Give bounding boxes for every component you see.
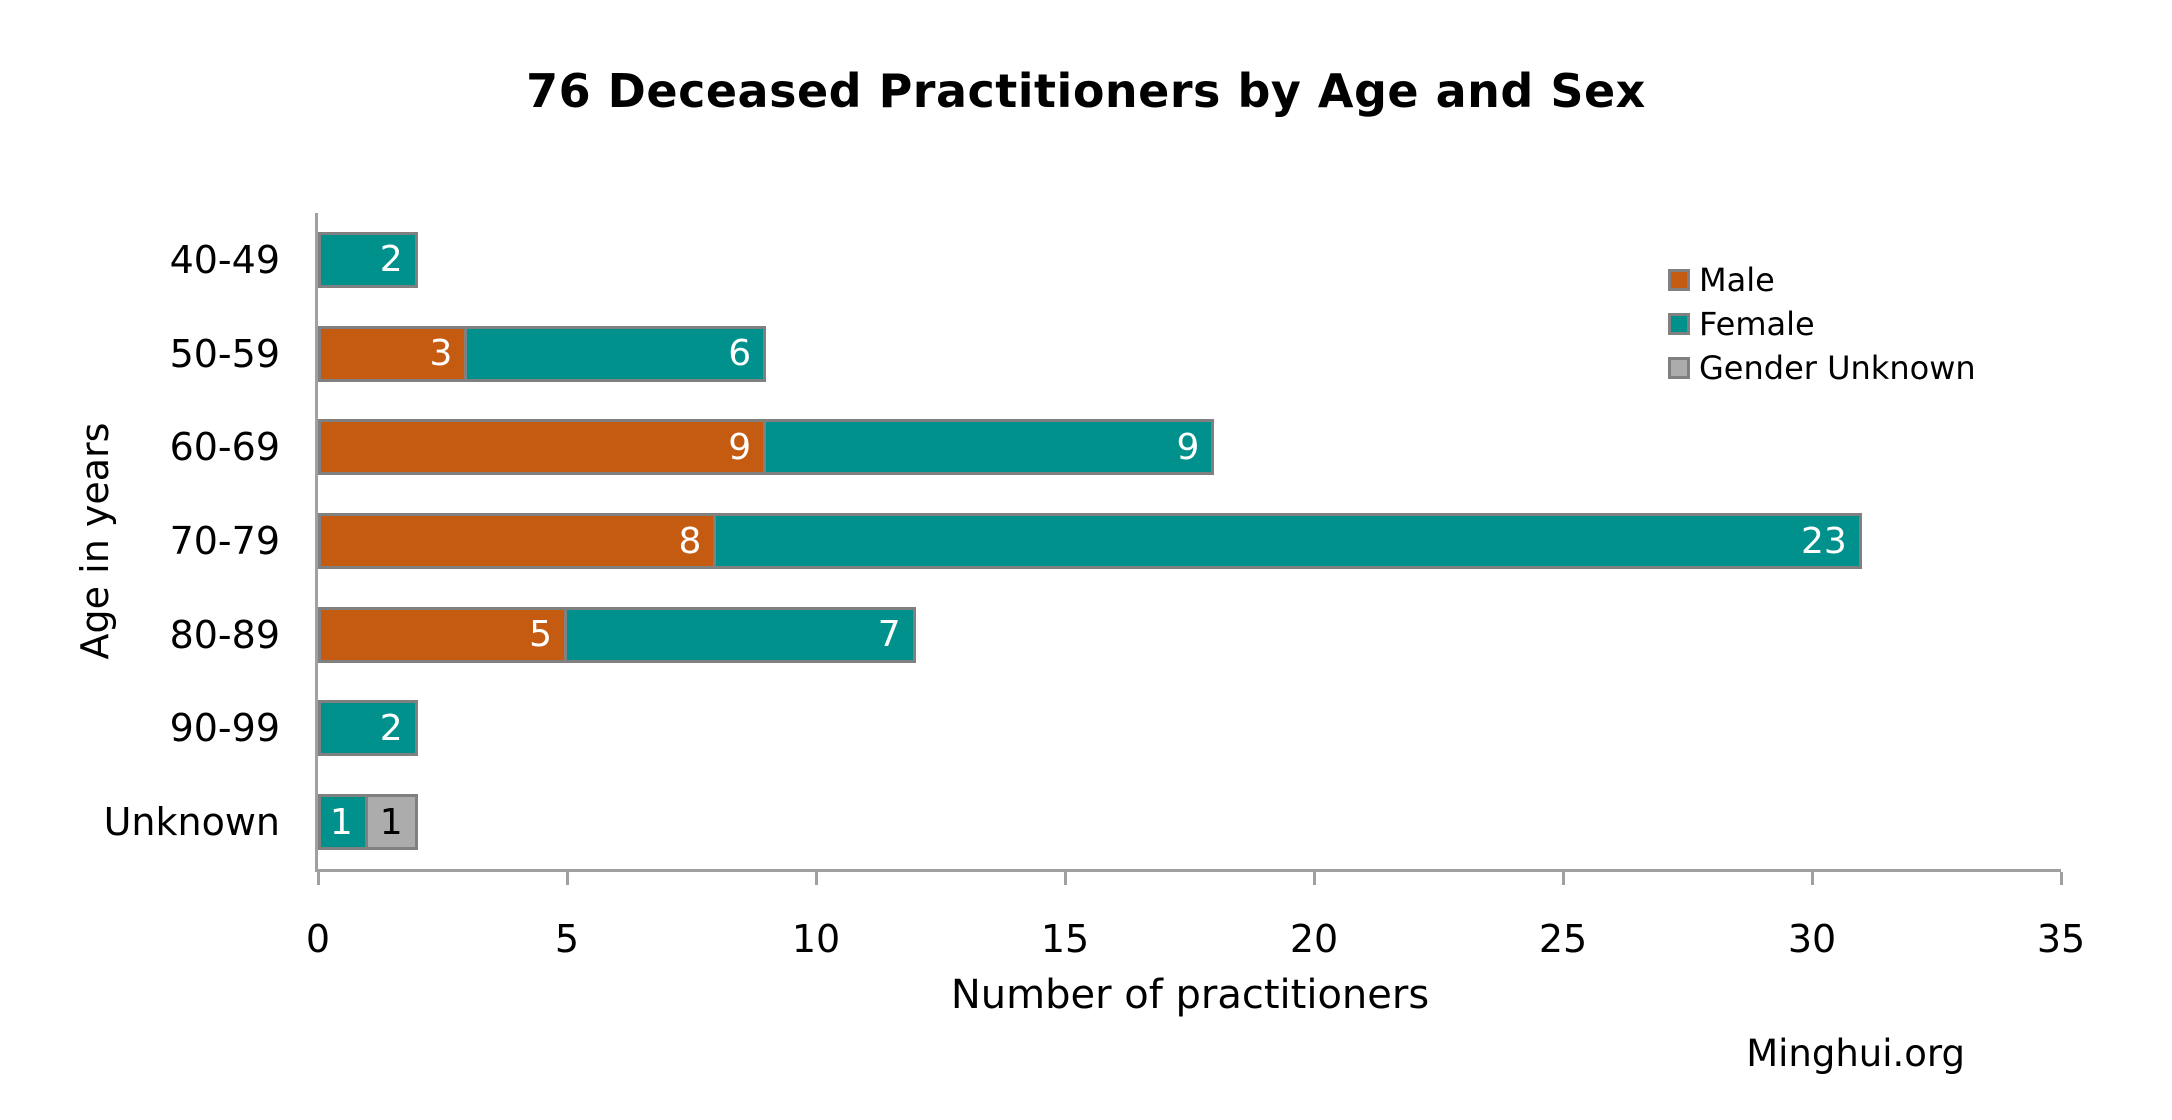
x-axis-tick-label: 30: [1787, 917, 1837, 961]
bar-segment-label: 1: [329, 801, 353, 843]
x-axis-tick-label: 0: [305, 917, 331, 961]
x-axis-tick-label: 25: [1538, 917, 1588, 961]
category-label: 60-69: [169, 425, 280, 470]
bar-segment: 8: [318, 513, 717, 569]
legend-item-male: Male: [1668, 258, 1976, 302]
x-axis-tick-label: 10: [791, 917, 841, 961]
plot-area: 40-49 2 50-59 3 6 60-69 9 9 70-79 8 23 80-89 5 7 90-99…: [104, 213, 2085, 961]
category-label: 70-79: [169, 519, 280, 563]
x-axis-tick: [1810, 872, 1814, 885]
chart-title: 76 Deceased Practitioners by Age and Sex: [526, 64, 1646, 118]
category-label: 90-99: [169, 706, 280, 751]
bar-segment-label: 9: [1176, 426, 1200, 468]
bar-segment-label: 7: [877, 614, 901, 656]
bar-segment: 23: [713, 513, 1862, 569]
bar-segment: 5: [318, 606, 567, 663]
category-label: Unknown: [103, 800, 280, 845]
x-axis-title: Number of practitioners: [950, 972, 1430, 1018]
bar-segment: 3: [318, 325, 468, 382]
y-axis-title: Age in years: [73, 422, 117, 660]
bar-segment: 1: [318, 794, 368, 851]
bar-segment-label: 3: [429, 333, 453, 375]
x-axis-tick: [1561, 872, 1565, 885]
legend-label-gender-unknown: Gender Unknown: [1699, 349, 1976, 387]
legend: Male Female Gender Unknown: [1668, 258, 1976, 390]
legend-label-male: Male: [1699, 261, 1775, 299]
legend-swatch-gender-unknown-icon: [1668, 357, 1690, 379]
bar-segment: 1: [364, 794, 418, 851]
legend-item-gender-unknown: Gender Unknown: [1668, 346, 1976, 390]
x-axis-tick: [814, 872, 818, 885]
bar-segment: 6: [464, 325, 767, 382]
bar-segment-label: 1: [379, 801, 403, 843]
category-label: 40-49: [169, 237, 280, 282]
x-axis-tick: [1312, 872, 1316, 885]
legend-label-female: Female: [1699, 305, 1815, 343]
bar-segment-label: 5: [529, 614, 552, 656]
bar-segment-label: 2: [379, 239, 403, 281]
x-axis-tick: [1063, 872, 1067, 885]
x-axis-tick-label: 20: [1289, 917, 1339, 961]
bar-segment: 2: [318, 700, 418, 757]
x-axis-tick-label: 15: [1040, 917, 1090, 961]
x-axis-tick: [316, 872, 320, 885]
legend-item-female: Female: [1668, 302, 1976, 346]
category-label: 50-59: [169, 331, 280, 376]
bar-segment: 9: [318, 419, 767, 476]
bar-segment-label: 9: [728, 426, 752, 468]
bar-segment-label: 8: [678, 520, 702, 562]
bar-segment: 9: [763, 419, 1215, 476]
bar-segment-label: 23: [1800, 520, 1847, 562]
bar-segment: 2: [318, 231, 418, 288]
bar-segment-label: 6: [728, 333, 752, 375]
legend-swatch-male-icon: [1668, 269, 1690, 291]
x-axis-tick-label: 5: [554, 917, 580, 961]
bar-segment-label: 2: [379, 707, 403, 749]
watermark-text: Minghui.org: [1746, 1032, 1965, 1075]
bar-segment: 7: [564, 606, 916, 663]
category-label: 80-89: [169, 612, 280, 657]
x-axis-tick: [2059, 872, 2063, 885]
x-axis-tick: [565, 872, 569, 885]
x-axis-tick-label: 35: [2036, 917, 2086, 961]
legend-swatch-female-icon: [1668, 313, 1690, 335]
